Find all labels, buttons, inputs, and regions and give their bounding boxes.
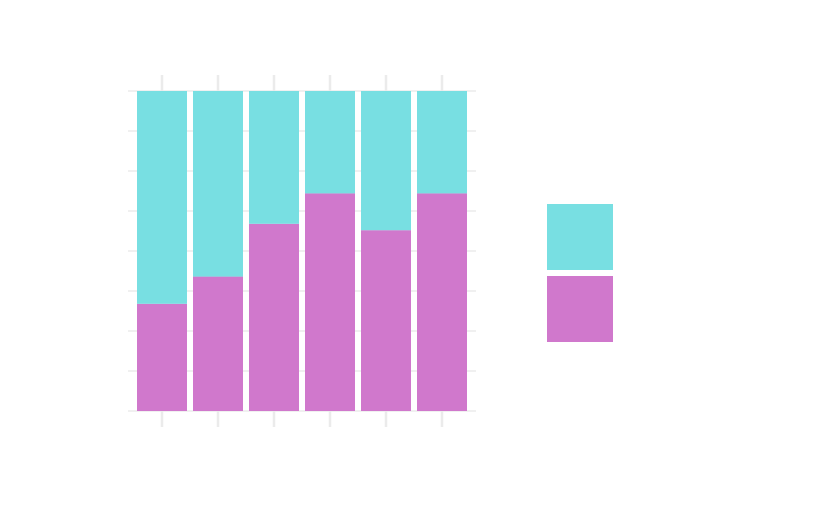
bar-segment-series-2 <box>417 91 467 194</box>
bar-segment-series-1 <box>193 276 243 411</box>
bars <box>137 91 467 411</box>
legend-key-2 <box>547 276 613 342</box>
bar-segment-series-1 <box>249 223 299 411</box>
legend-key-1 <box>547 204 613 270</box>
bar-segment-series-1 <box>305 193 355 411</box>
bar-segment-series-2 <box>137 91 187 304</box>
bar-segment-series-2 <box>361 91 411 231</box>
bar-segment-series-2 <box>193 91 243 277</box>
bar-segment-series-1 <box>137 303 187 411</box>
bar-segment-series-1 <box>417 193 467 411</box>
legend <box>547 204 613 342</box>
bar-segment-series-2 <box>305 91 355 194</box>
axis-ticks <box>160 75 444 427</box>
bar-segment-series-2 <box>249 91 299 224</box>
bar-segment-series-1 <box>361 230 411 411</box>
